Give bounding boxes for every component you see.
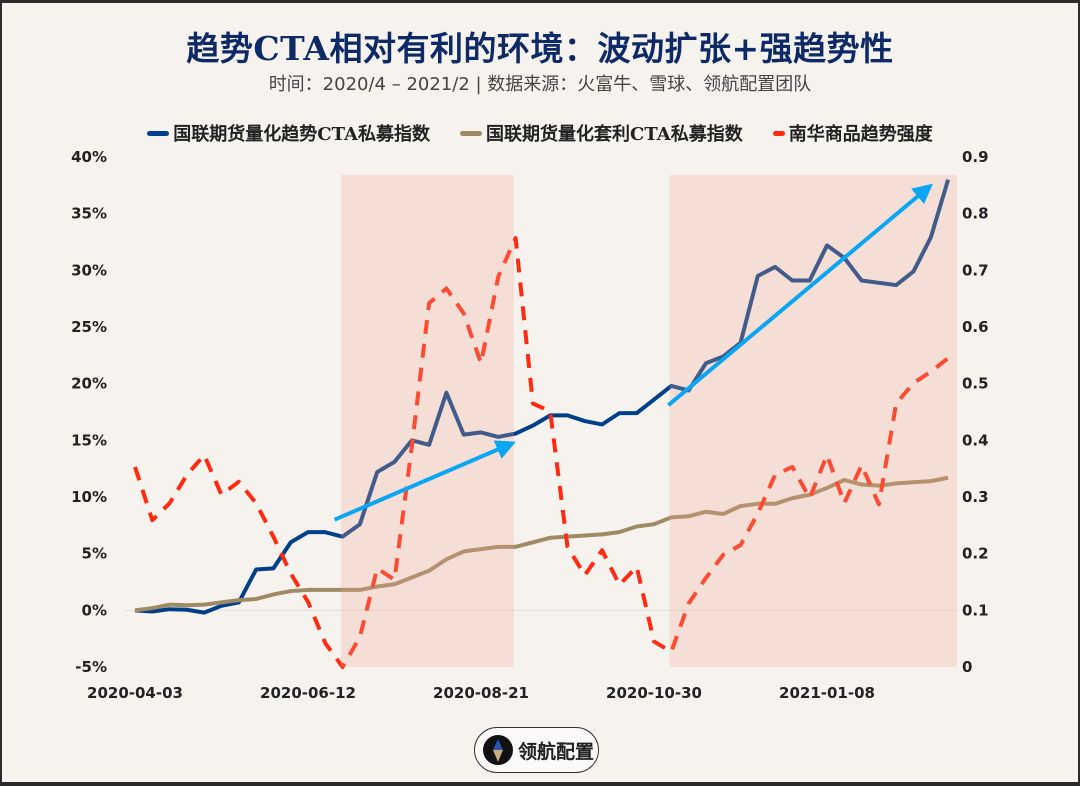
x-tick-label: 2020-06-12 bbox=[260, 684, 356, 702]
y-right-tick-label: 0.7 bbox=[962, 261, 989, 279]
y-right-tick-label: 0.8 bbox=[962, 205, 989, 223]
y-right-tick-label: 0.4 bbox=[962, 431, 989, 449]
compass-logo-icon bbox=[483, 735, 513, 765]
legend-item-trend: 国联期货量化趋势CTA私募指数 bbox=[147, 120, 430, 146]
chart-title: 趋势CTA相对有利的环境：波动扩张+强趋势性 bbox=[186, 29, 894, 68]
x-tick-label: 2020-10-30 bbox=[606, 684, 702, 702]
y-left-tick-label: 15% bbox=[71, 431, 107, 449]
y-right-tick-label: 0.1 bbox=[962, 601, 989, 619]
y-right-tick-label: 0.6 bbox=[962, 318, 989, 336]
bottom-border bbox=[0, 782, 1080, 786]
y-right-tick-label: 0.9 bbox=[962, 148, 989, 166]
y-right-tick-label: 0.3 bbox=[962, 488, 989, 506]
shaded-period bbox=[340, 175, 514, 667]
y-left-tick-label: 10% bbox=[71, 488, 107, 506]
x-tick-label: 2020-04-03 bbox=[87, 684, 183, 702]
series-line-0 bbox=[134, 179, 951, 615]
y-left-tick-label: 20% bbox=[71, 375, 107, 393]
legend-label: 国联期货量化套利CTA私募指数 bbox=[486, 124, 743, 145]
legend-label: 南华商品趋势强度 bbox=[788, 124, 933, 145]
y-right-tick-label: 0.2 bbox=[962, 545, 989, 563]
legend: 国联期货量化趋势CTA私募指数 国联期货量化套利CTA私募指数 南华商品趋势强度 bbox=[0, 120, 1080, 146]
legend-swatch bbox=[772, 130, 785, 136]
chart-frame bbox=[2, 3, 1078, 782]
series-line-2 bbox=[133, 236, 950, 669]
x-tick-label: 2021-01-08 bbox=[779, 684, 875, 702]
legend-item-nanhua: 南华商品趋势强度 bbox=[772, 120, 933, 146]
y-left-tick-label: 5% bbox=[82, 545, 107, 563]
trend-arrow bbox=[667, 183, 933, 407]
legend-item-arb: 国联期货量化套利CTA私募指数 bbox=[460, 120, 743, 146]
y-left-tick-label: 35% bbox=[71, 205, 107, 223]
y-left-tick-label: 25% bbox=[71, 318, 107, 336]
y-left-tick-label: 40% bbox=[71, 148, 107, 166]
y-right-tick-label: 0.5 bbox=[962, 375, 989, 393]
legend-swatch bbox=[147, 130, 170, 136]
trend-arrow bbox=[333, 440, 516, 522]
logo: 领航配置 bbox=[474, 727, 599, 773]
legend-swatch bbox=[460, 130, 482, 136]
shaded-period bbox=[669, 175, 957, 667]
y-left-tick-label: 0% bbox=[82, 601, 107, 619]
y-left-tick-label: 30% bbox=[71, 261, 107, 279]
x-tick-label: 2020-08-21 bbox=[433, 684, 529, 702]
legend-label: 国联期货量化趋势CTA私募指数 bbox=[173, 124, 430, 145]
logo-text: 领航配置 bbox=[518, 740, 595, 763]
y-left-tick-label: -5% bbox=[75, 658, 107, 676]
y-right-tick-label: 0 bbox=[962, 658, 972, 676]
chart-subtitle: 时间：2020/4 – 2021/2 | 数据来源：火富牛、雪球、领航配置团队 bbox=[268, 74, 812, 95]
